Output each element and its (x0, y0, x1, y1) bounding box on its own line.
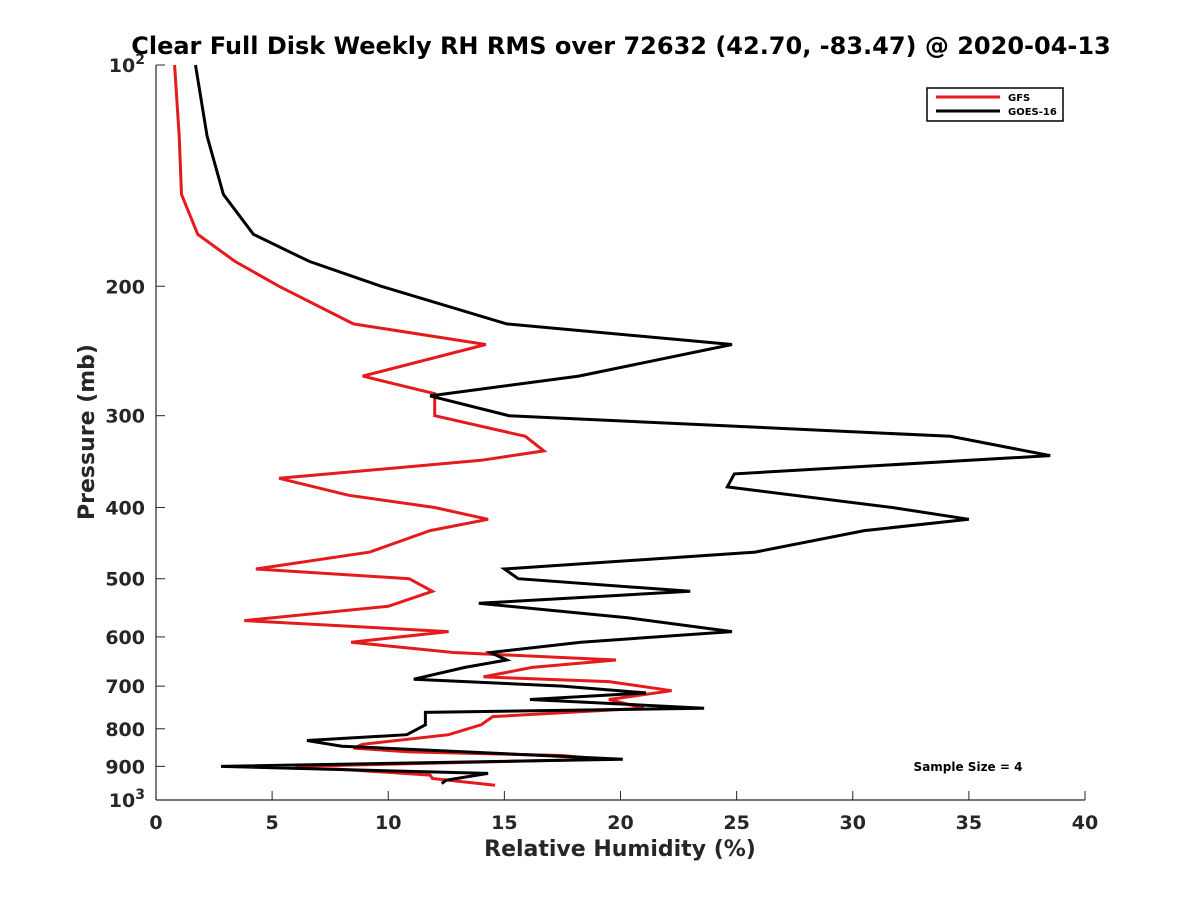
y-tick-label: 200 (105, 276, 145, 298)
y-tick-label: 900 (105, 756, 145, 778)
y-tick-label: 102 (109, 52, 145, 77)
x-tick-label: 0 (149, 812, 162, 834)
x-tick-label: 10 (375, 812, 401, 834)
ticks-layer: 0 5 10 15 20 25 30 35 40 102 200 300 400 500 600 700 800… (105, 52, 1098, 834)
legend: GFS GOES-16 (926, 87, 1064, 122)
y-tick-label: 800 (105, 719, 145, 741)
y-tick-label: 600 (105, 627, 145, 649)
y-tick-label: 300 (105, 406, 145, 428)
y-tick-label: 700 (105, 676, 145, 698)
x-axis-label: Relative Humidity (%) (484, 837, 756, 862)
series-layer (173, 64, 1051, 787)
y-tick-label: 103 (109, 787, 145, 812)
sample-size-annotation: Sample Size = 4 (914, 760, 1023, 774)
x-tick-label: 35 (956, 812, 982, 834)
y-tick-label: 400 (105, 498, 145, 520)
x-tick-label: 5 (266, 812, 279, 834)
x-tick-label: 20 (607, 812, 633, 834)
series-line-1 (194, 64, 1051, 785)
legend-label-0: GFS (1008, 93, 1030, 104)
x-tick-label: 40 (1072, 812, 1098, 834)
x-tick-label: 15 (491, 812, 517, 834)
y-tick-label: 500 (105, 569, 145, 591)
legend-label-1: GOES-16 (1008, 107, 1057, 118)
x-tick-label: 30 (840, 812, 866, 834)
y-axis-label: Pressure (mb) (75, 344, 100, 520)
x-tick-label: 25 (723, 812, 749, 834)
chart-title: Clear Full Disk Weekly RH RMS over 72632… (131, 32, 1111, 60)
legend-box (926, 87, 1064, 122)
